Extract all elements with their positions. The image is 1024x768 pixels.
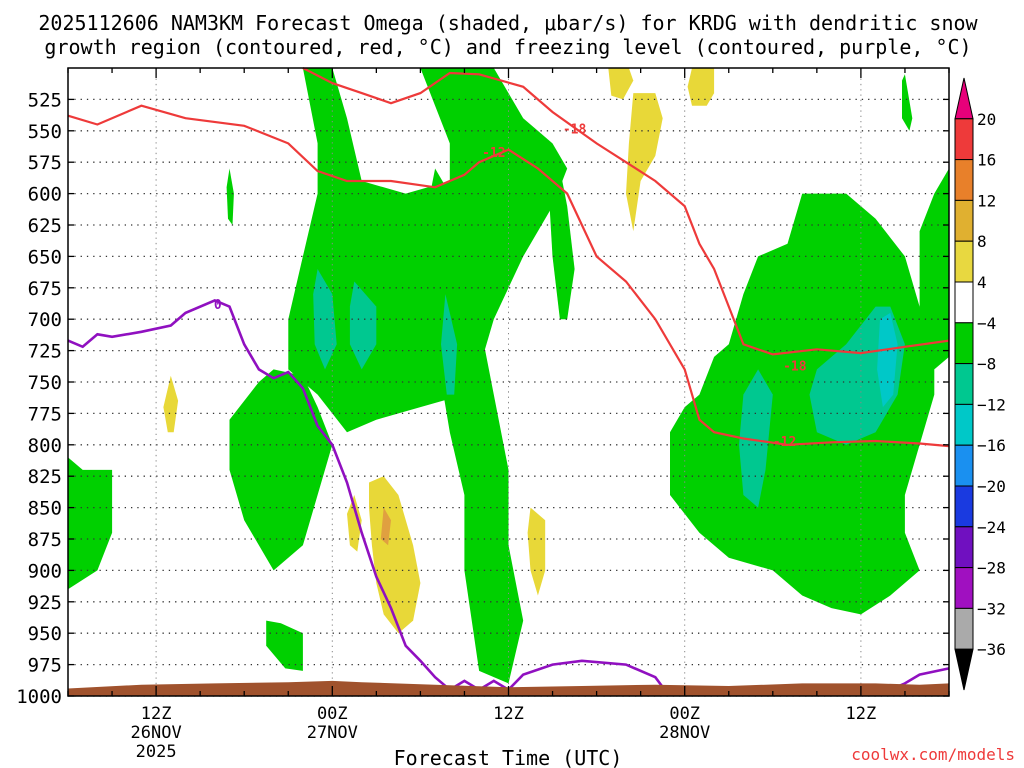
- y-tick-label-900: 900: [28, 560, 62, 582]
- colorbar-label-3: 8: [977, 232, 987, 251]
- omega-region-cyan-15: [877, 312, 898, 408]
- omega-region-green-3: [68, 457, 113, 590]
- colorbar-cap-top: [954, 77, 974, 120]
- dgz-contour-minus12: [67, 104, 950, 448]
- omega-region-green-7: [266, 620, 303, 671]
- grid-lines: [68, 68, 949, 697]
- colorbar-cell-7: [954, 363, 974, 405]
- colorbar-cell-6: [954, 322, 974, 365]
- y-tick-label-975: 975: [28, 655, 62, 677]
- y-axis: 525 550 575 600 625 650 675 700 725 750 775 800 825 8…: [16, 89, 949, 708]
- y-tick-label-750: 750: [28, 372, 62, 394]
- chart-title-line2: growth region (contoured, red, °C) and f…: [44, 35, 971, 59]
- omega-region-green-8: [226, 168, 234, 225]
- colorbar-label-1: 16: [977, 151, 996, 170]
- y-tick-label-1000: 1000: [16, 686, 62, 708]
- contours: [67, 67, 950, 693]
- x-tick-label-6-2: 2025: [136, 742, 177, 762]
- colorbar-label-10: −24: [977, 518, 1006, 537]
- y-tick-label-550: 550: [28, 121, 62, 143]
- omega-region-teal-13: [739, 369, 773, 508]
- x-tick-label-30-0: 12Z: [493, 704, 524, 724]
- omega-region-orange-23: [380, 507, 391, 546]
- y-tick-label-825: 825: [28, 466, 62, 488]
- colorbar-cell-5: [954, 281, 974, 324]
- colorbar-cell-9: [954, 444, 974, 487]
- colorbar-label-5: −4: [977, 314, 996, 333]
- colorbar-legend: 20 16 12 8 4 −4 −8 −12 −16 −20 −24 −28 −32 −36: [954, 77, 1006, 691]
- y-tick-label-700: 700: [28, 309, 62, 331]
- omega-region-yellow-20: [347, 495, 362, 552]
- colorbar-cell-4: [954, 240, 974, 283]
- contour-label-4: 0: [214, 298, 222, 313]
- omega-region-yellow-18: [608, 68, 634, 100]
- y-tick-label-575: 575: [28, 152, 62, 174]
- freezing-level-contour: [67, 298, 950, 693]
- colorbar-label-6: −8: [977, 355, 996, 374]
- contour-label-3: -12: [773, 435, 796, 450]
- colorbar-cell-2: [954, 159, 974, 201]
- contour-labels: -18 -12 -18 -12 0: [214, 122, 807, 450]
- chart-title-line1: 2025112606 NAM3KM Forecast Omega (shaded…: [38, 11, 978, 35]
- omega-region-yellow-21: [369, 476, 421, 634]
- colorbar-label-4: 4: [977, 273, 987, 292]
- colorbar-label-8: −16: [977, 436, 1006, 455]
- y-tick-label-525: 525: [28, 89, 62, 111]
- omega-region-yellow-16: [626, 93, 663, 232]
- x-tick-label-18-1: 27NOV: [307, 723, 358, 743]
- omega-region-yellow-17: [687, 68, 715, 106]
- omega-region-green-9: [902, 74, 913, 131]
- omega-region-teal-11: [349, 281, 377, 370]
- y-tick-label-800: 800: [28, 435, 62, 457]
- y-tick-label-650: 650: [28, 246, 62, 268]
- y-tick-label-850: 850: [28, 498, 62, 520]
- colorbar-cell-3: [954, 199, 974, 242]
- colorbar-label-7: −12: [977, 395, 1006, 414]
- colorbar-cell-1: [954, 118, 974, 161]
- colorbar-label-0: 20: [977, 110, 996, 129]
- contour-label-2: -18: [783, 360, 807, 375]
- dgz-contour-minus18: [302, 67, 950, 356]
- omega-region-green-4: [549, 168, 575, 320]
- omega-region-yellow-22: [527, 507, 546, 596]
- colorbar-label-2: 12: [977, 191, 996, 210]
- colorbar-label-12: −32: [977, 599, 1006, 618]
- colorbar-cell-12: [954, 567, 974, 609]
- colorbar-cell-10: [954, 485, 974, 528]
- y-tick-label-875: 875: [28, 529, 62, 551]
- y-tick-label-925: 925: [28, 592, 62, 614]
- omega-region-green-5: [670, 193, 935, 615]
- colorbar-cell-13: [954, 607, 974, 650]
- x-tick-label-42-1: 28NOV: [659, 723, 710, 743]
- colorbar-label-9: −20: [977, 477, 1006, 496]
- x-tick-label-42-0: 00Z: [669, 704, 700, 724]
- omega-shading: [68, 68, 949, 684]
- omega-region-yellow-19: [163, 375, 179, 433]
- colorbar-label-13: −36: [977, 640, 1006, 659]
- y-tick-label-950: 950: [28, 623, 62, 645]
- x-tick-label-54-0: 12Z: [846, 704, 877, 724]
- colorbar-cap-bottom: [954, 648, 974, 691]
- omega-region-green-2: [229, 369, 333, 571]
- colorbar-cell-8: [954, 403, 974, 446]
- y-tick-label-675: 675: [28, 278, 62, 300]
- x-tick-label-6-1: 26NOV: [131, 723, 182, 743]
- omega-region-teal-12: [441, 294, 458, 395]
- credit-link[interactable]: coolwx.com/models: [851, 745, 1015, 764]
- colorbar-cell-11: [954, 526, 974, 569]
- contour-label-0: -18: [563, 122, 587, 137]
- x-tick-label-6-0: 12Z: [141, 704, 172, 724]
- y-tick-label-600: 600: [28, 184, 62, 206]
- omega-region-teal-10: [313, 269, 337, 370]
- y-tick-label-725: 725: [28, 341, 62, 363]
- contour-label-1: -12: [482, 146, 505, 161]
- y-tick-label-775: 775: [28, 403, 62, 425]
- colorbar-label-11: −28: [977, 559, 1006, 578]
- y-tick-label-625: 625: [28, 215, 62, 237]
- omega-region-green-6: [919, 168, 949, 370]
- x-axis-label: Forecast Time (UTC): [394, 746, 623, 768]
- x-tick-label-18-0: 00Z: [317, 704, 348, 724]
